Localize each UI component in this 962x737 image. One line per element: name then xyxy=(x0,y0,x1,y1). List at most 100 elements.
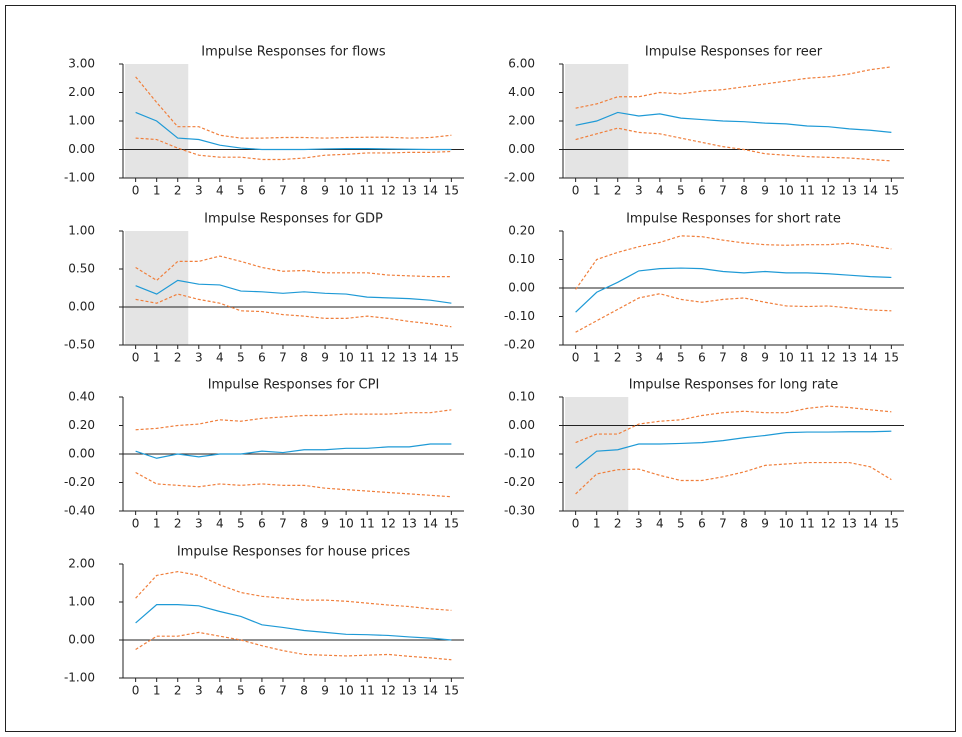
shaded-region xyxy=(125,231,189,345)
series-line xyxy=(575,405,892,444)
series-line xyxy=(135,631,452,661)
y-tick-label: 2.00 xyxy=(508,114,535,128)
y-tick-label: 1.00 xyxy=(68,224,95,238)
x-tick-label: 13 xyxy=(842,517,857,531)
x-tick-label: 6 xyxy=(698,351,706,365)
y-tick-label: 0.00 xyxy=(508,281,535,295)
x-tick-label: 13 xyxy=(402,517,417,531)
y-tick-label: 3.00 xyxy=(68,57,95,71)
series-line xyxy=(135,409,452,431)
y-tick-label: -0.20 xyxy=(64,475,95,489)
x-tick-label: 10 xyxy=(778,517,793,531)
x-tick-label: 10 xyxy=(338,351,353,365)
x-tick-label: 15 xyxy=(444,517,459,531)
x-tick-label: 3 xyxy=(635,184,643,198)
x-tick-label: 1 xyxy=(593,184,601,198)
x-tick-label: 11 xyxy=(800,351,815,365)
x-tick-label: 7 xyxy=(719,517,727,531)
series-line xyxy=(575,267,892,313)
y-tick-label: -0.20 xyxy=(504,338,535,352)
y-tick-label: -1.00 xyxy=(64,671,95,685)
x-tick-label: 12 xyxy=(821,351,836,365)
x-tick-label: 0 xyxy=(132,517,140,531)
x-tick-label: 12 xyxy=(821,517,836,531)
x-tick-label: 5 xyxy=(677,184,685,198)
x-tick-label: 1 xyxy=(593,351,601,365)
x-tick-label: 2 xyxy=(174,517,182,531)
x-tick-label: 4 xyxy=(656,351,664,365)
x-tick-label: 8 xyxy=(300,684,308,698)
x-tick-label: 2 xyxy=(174,184,182,198)
x-tick-label: 8 xyxy=(740,184,748,198)
x-tick-label: 12 xyxy=(381,684,396,698)
x-tick-label: 4 xyxy=(656,517,664,531)
x-tick-label: 14 xyxy=(423,684,438,698)
x-tick-label: 6 xyxy=(698,517,706,531)
x-tick-label: 3 xyxy=(195,684,203,698)
y-tick-label: -0.20 xyxy=(504,475,535,489)
y-tick-label: 1.00 xyxy=(68,114,95,128)
x-tick-label: 2 xyxy=(174,684,182,698)
series-line xyxy=(135,137,452,161)
x-tick-label: 7 xyxy=(279,684,287,698)
x-tick-label: 9 xyxy=(321,184,329,198)
shaded-region xyxy=(565,397,629,511)
x-tick-label: 1 xyxy=(593,517,601,531)
y-tick-label: -0.50 xyxy=(64,338,95,352)
x-tick-label: 1 xyxy=(153,351,161,365)
series-line xyxy=(135,443,452,459)
x-tick-label: 15 xyxy=(444,184,459,198)
y-tick-label: 0.00 xyxy=(508,418,535,432)
x-tick-label: 9 xyxy=(761,184,769,198)
x-tick-label: 12 xyxy=(381,184,396,198)
x-tick-label: 0 xyxy=(132,351,140,365)
x-tick-label: 11 xyxy=(360,684,375,698)
y-tick-label: -1.00 xyxy=(64,171,95,185)
x-tick-label: 5 xyxy=(677,351,685,365)
y-tick-label: 0.40 xyxy=(68,390,95,404)
x-tick-label: 8 xyxy=(740,517,748,531)
x-tick-label: 11 xyxy=(360,351,375,365)
y-tick-label: 0.00 xyxy=(68,142,95,156)
y-tick-label: 6.00 xyxy=(508,57,535,71)
x-tick-label: 13 xyxy=(842,351,857,365)
y-tick-label: 2.00 xyxy=(68,85,95,99)
x-tick-label: 11 xyxy=(800,517,815,531)
x-tick-label: 6 xyxy=(258,517,266,531)
x-tick-label: 2 xyxy=(614,517,622,531)
x-tick-label: 2 xyxy=(174,351,182,365)
x-tick-label: 14 xyxy=(423,184,438,198)
series-line xyxy=(575,235,892,290)
y-tick-label: -0.30 xyxy=(504,504,535,518)
x-tick-label: 8 xyxy=(740,351,748,365)
series-line xyxy=(135,471,452,498)
x-tick-label: 15 xyxy=(884,351,899,365)
x-tick-label: 5 xyxy=(237,184,245,198)
y-tick-label: 0.00 xyxy=(68,447,95,461)
x-tick-label: 0 xyxy=(572,351,580,365)
x-tick-label: 14 xyxy=(863,517,878,531)
y-tick-label: -2.00 xyxy=(504,171,535,185)
x-tick-label: 12 xyxy=(381,517,396,531)
chart-title: Impulse Responses for short rate xyxy=(626,212,841,227)
x-tick-label: 0 xyxy=(572,184,580,198)
x-tick-label: 1 xyxy=(153,517,161,531)
x-tick-label: 6 xyxy=(258,184,266,198)
x-tick-label: 9 xyxy=(761,351,769,365)
x-tick-label: 4 xyxy=(216,684,224,698)
x-tick-label: 15 xyxy=(444,351,459,365)
y-tick-label: 2.00 xyxy=(68,557,95,571)
x-tick-label: 4 xyxy=(216,184,224,198)
series-line xyxy=(135,111,452,151)
x-tick-label: 10 xyxy=(338,184,353,198)
x-tick-label: 2 xyxy=(614,184,622,198)
x-tick-label: 7 xyxy=(279,351,287,365)
x-tick-label: 13 xyxy=(402,351,417,365)
series-line xyxy=(135,279,452,304)
y-tick-label: 0.50 xyxy=(68,262,95,276)
y-tick-label: 0.10 xyxy=(508,252,535,266)
x-tick-label: 10 xyxy=(338,517,353,531)
chart-title: Impulse Responses for house prices xyxy=(177,545,411,560)
x-tick-label: 6 xyxy=(698,184,706,198)
